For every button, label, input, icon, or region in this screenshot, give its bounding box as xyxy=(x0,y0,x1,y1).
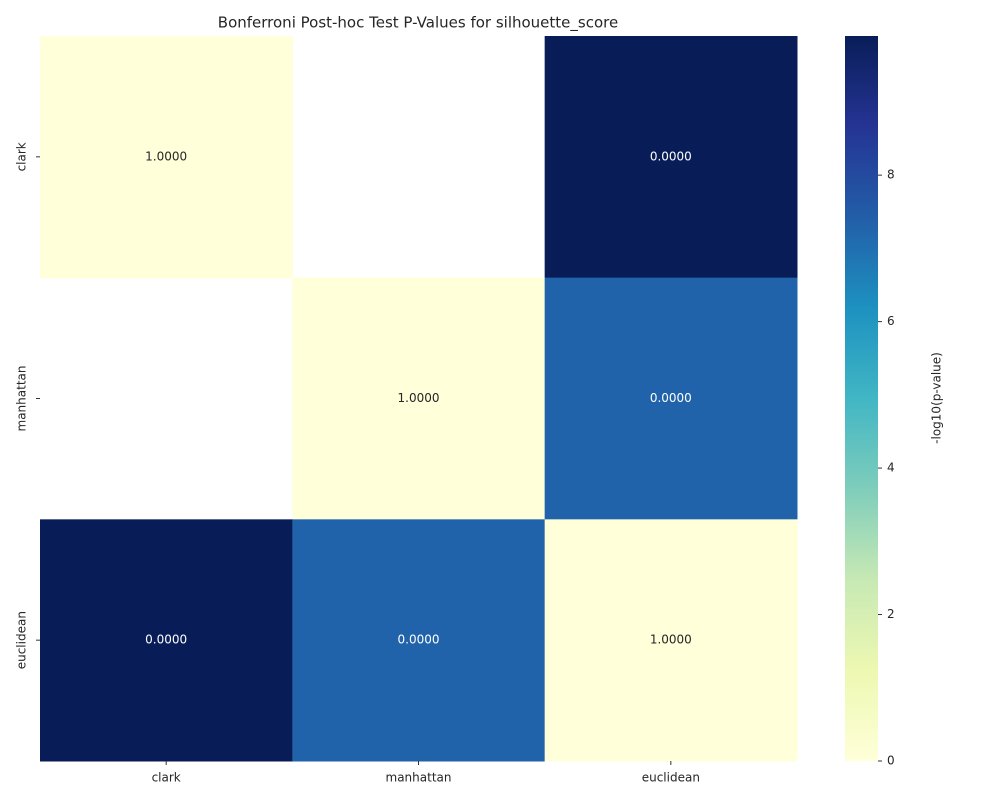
x-tick-label: euclidean xyxy=(642,771,700,785)
colorbar-label: -log10(p-value) xyxy=(930,352,944,444)
heatmap-cell xyxy=(544,277,798,520)
heatmap-cell xyxy=(544,519,798,762)
y-tick-label: clark xyxy=(15,142,29,171)
colorbar-tick-label: 2 xyxy=(887,607,895,621)
cell-label: 1.0000 xyxy=(145,149,187,163)
heatmap-cell xyxy=(40,36,293,279)
colorbar-tick-label: 6 xyxy=(887,314,895,328)
cell-label: 0.0000 xyxy=(398,633,440,647)
heatmap-cell xyxy=(544,36,798,279)
heatmap-cell xyxy=(292,519,546,762)
colorbar-tick-label: 4 xyxy=(887,461,895,475)
x-tick-label: manhattan xyxy=(386,771,452,785)
heatmap-cell xyxy=(292,277,546,520)
y-tick-label: euclidean xyxy=(15,611,29,669)
heatmap-cell xyxy=(40,519,293,762)
cell-label: 0.0000 xyxy=(650,149,692,163)
cell-label: 0.0000 xyxy=(650,391,692,405)
cell-label: 1.0000 xyxy=(650,633,692,647)
colorbar-tick-label: 0 xyxy=(887,754,895,768)
colorbar xyxy=(845,36,878,761)
y-tick-label: manhattan xyxy=(15,366,29,432)
chart-title: Bonferroni Post-hoc Test P-Values for si… xyxy=(218,14,618,33)
cell-label: 0.0000 xyxy=(145,633,187,647)
colorbar-tick-label: 8 xyxy=(887,168,895,182)
cell-label: 1.0000 xyxy=(398,391,440,405)
x-tick-label: clark xyxy=(152,771,181,785)
